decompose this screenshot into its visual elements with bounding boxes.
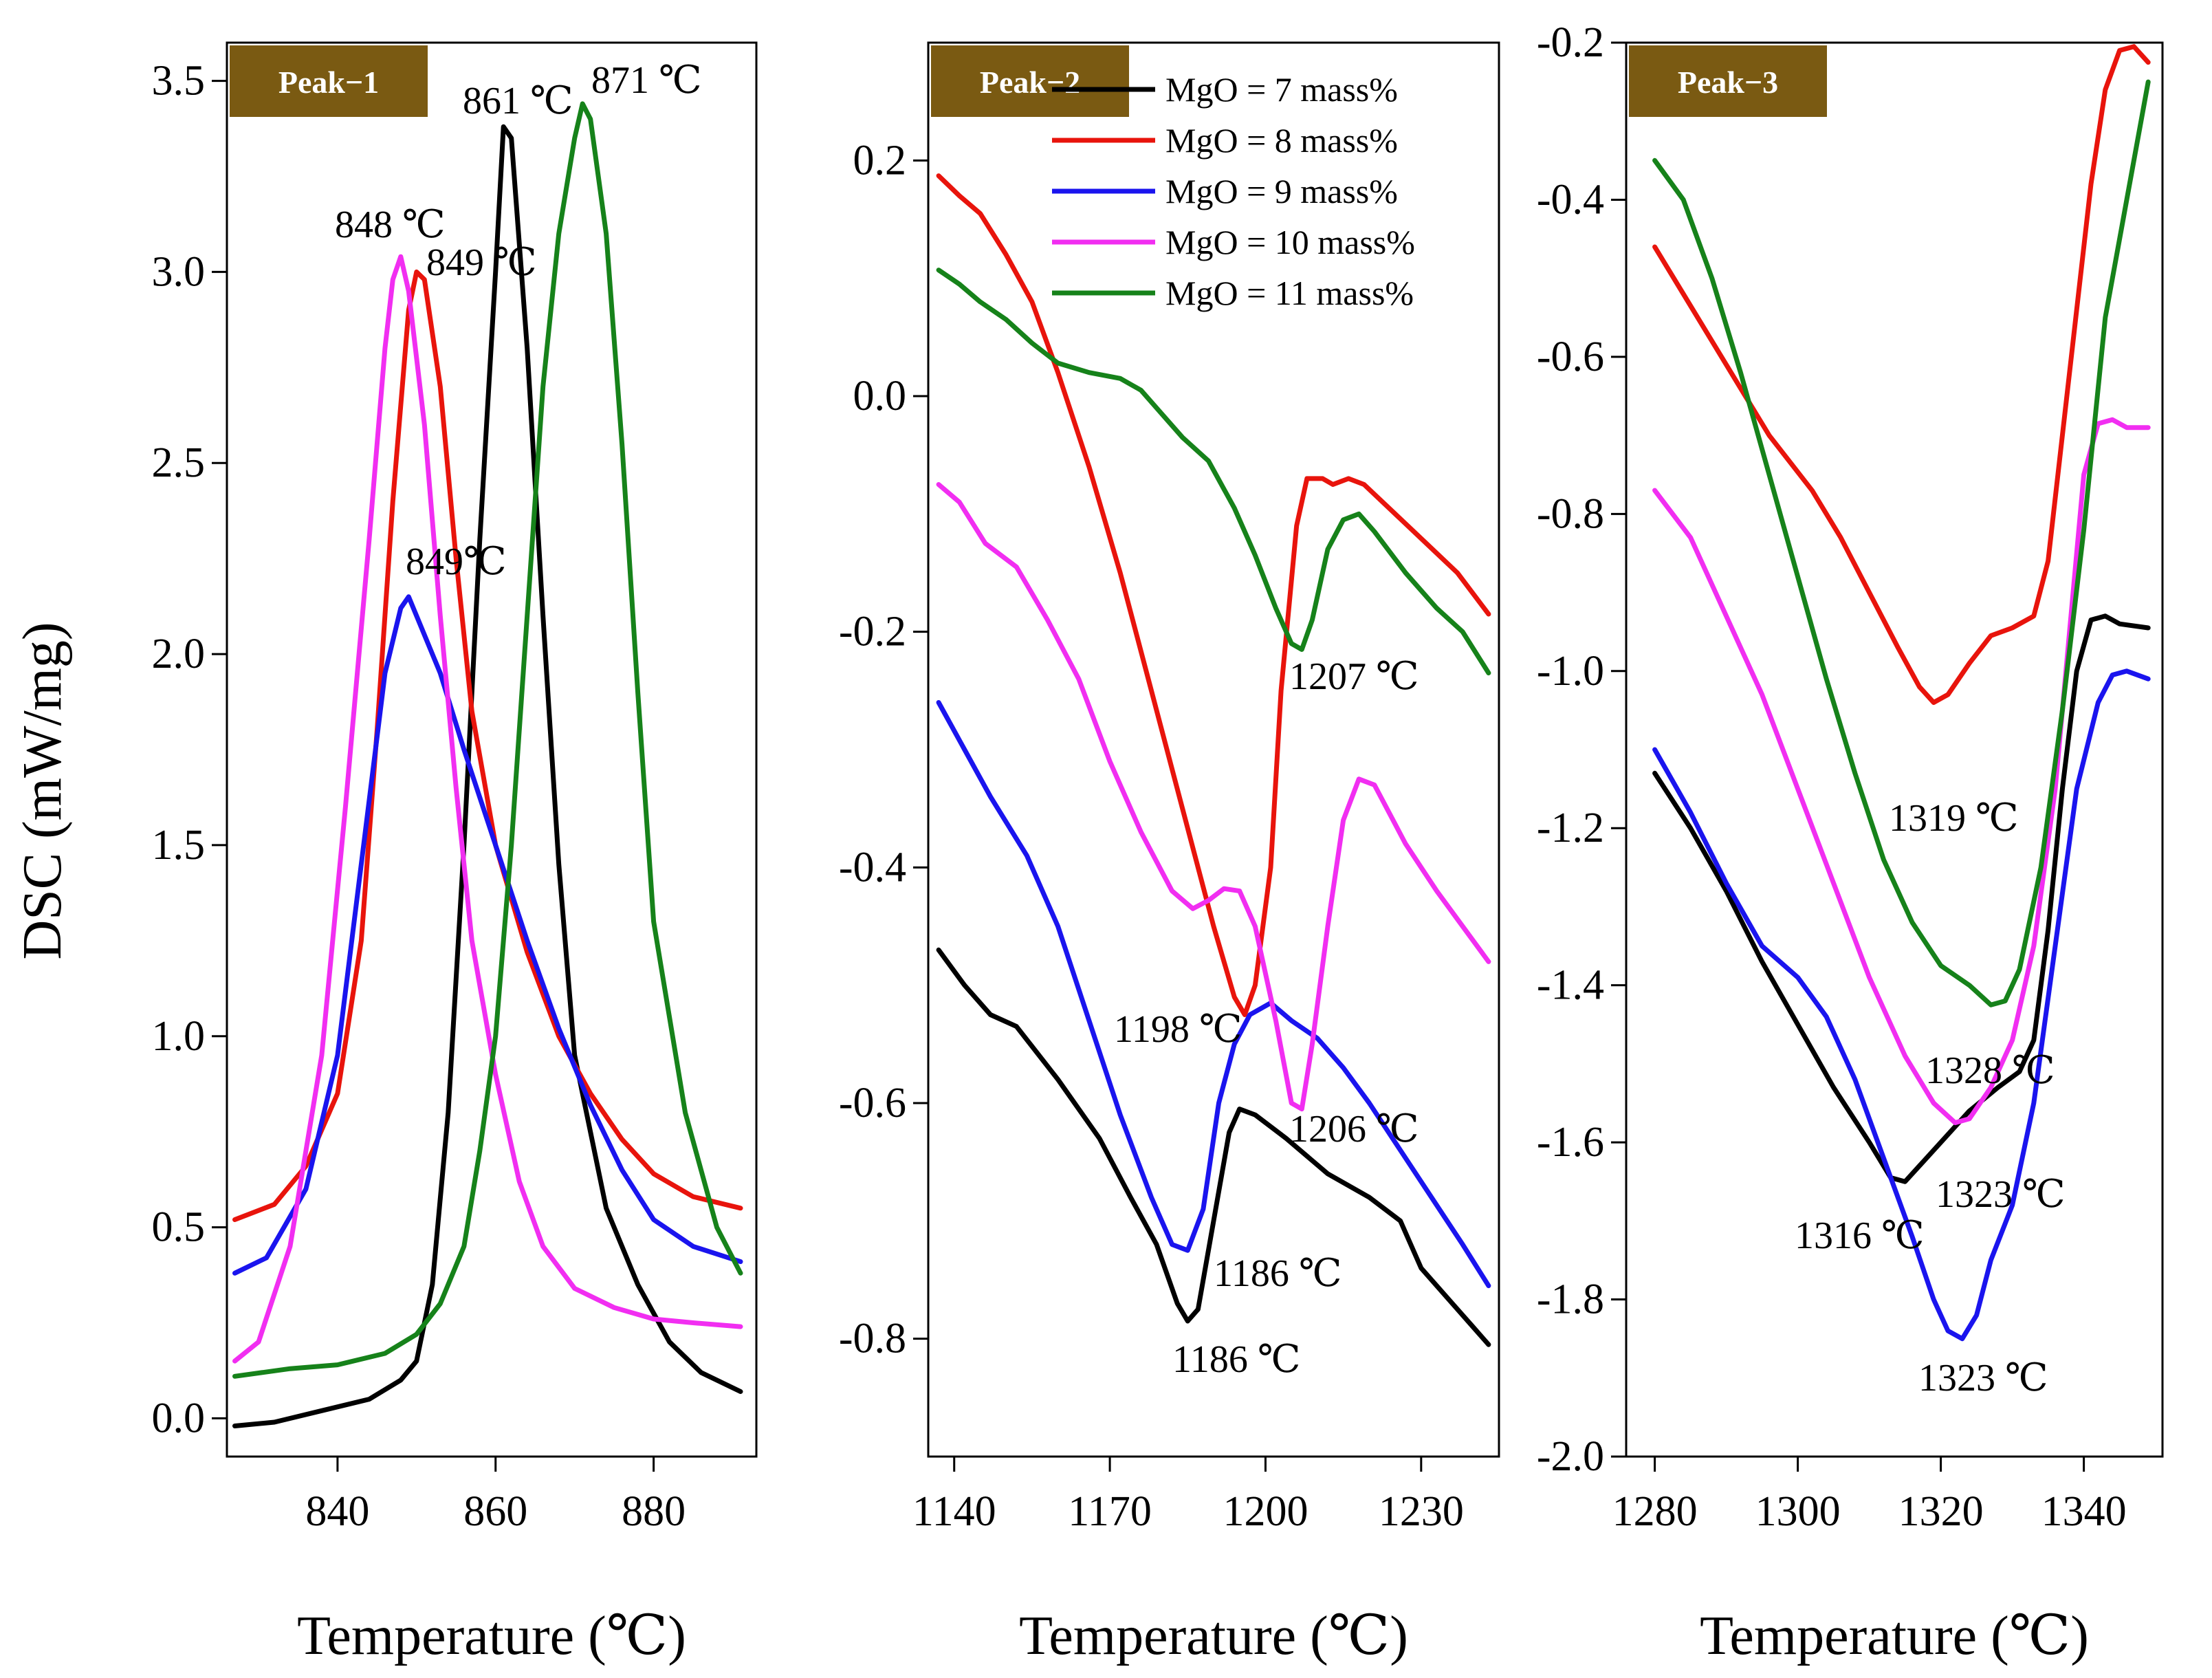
y-tick-label: 0.5 (152, 1204, 206, 1251)
annotation-861: 861 ℃ (463, 80, 573, 122)
plot-frame (1625, 41, 2164, 1458)
x-tick-label: 860 (463, 1488, 527, 1535)
y-tick-label: 3.5 (152, 58, 206, 105)
y-tick-label: 0.2 (853, 137, 907, 184)
y-tick-label: -1.8 (1537, 1276, 1604, 1323)
series-line-8-mass (936, 173, 1491, 1017)
y-tick-label: -1.0 (1537, 648, 1604, 695)
peak-badge (931, 45, 1129, 117)
annotation-1207: 1207 ℃ (1289, 655, 1419, 698)
peak-badge (1629, 45, 1827, 117)
series-line-11-mass (936, 268, 1491, 676)
y-tick-label: -0.2 (1537, 19, 1604, 66)
series-line-11-mass (232, 101, 743, 1379)
x-tick-label: 1170 (1068, 1488, 1152, 1535)
annotation-1198: 1198 ℃ (1114, 1008, 1242, 1051)
annotation-1206: 1206 ℃ (1289, 1108, 1419, 1151)
y-tick-label: 2.5 (152, 439, 206, 486)
annotation-1316: 1316 ℃ (1795, 1214, 1925, 1257)
series-line-7-mass (1652, 613, 2151, 1184)
y-tick-label: -0.4 (839, 844, 906, 891)
annotation-1323-blue: 1323 ℃ (1918, 1357, 2048, 1399)
y-tick-label: -0.8 (1537, 490, 1604, 537)
legend: MgO = 7 mass% MgO = 8 mass% MgO = 9 mass% M… (1052, 70, 1415, 312)
y-tick-label: 0.0 (152, 1395, 206, 1441)
x-tick-label: 1340 (2041, 1488, 2127, 1535)
annotation-1186-black: 1186 ℃ (1172, 1338, 1301, 1381)
y-tick-label: -0.2 (839, 609, 906, 655)
series-line-10-mass (936, 482, 1491, 1112)
series-group (232, 101, 743, 1428)
y-tick-label: -1.6 (1537, 1119, 1604, 1166)
series-line-9-mass (232, 594, 743, 1276)
axis-ticks: 1280 1300 1320 1340 -2.0 -1.8 -1.6 -1.4 -1.2 -1.0… (1537, 19, 2127, 1535)
x-tick-label: 1200 (1223, 1488, 1308, 1535)
series-group (936, 173, 1491, 1347)
axis-ticks: 840 860 880 0.0 0.5 1.0 1.5 2.0 2.5 3.0 3.5 (152, 58, 686, 1535)
y-tick-label: -1.4 (1537, 962, 1604, 1009)
series-line-7-mass (936, 947, 1491, 1347)
series-line-8-mass (232, 269, 743, 1222)
y-tick-label: 1.0 (152, 1013, 206, 1060)
series-line-10-mass (1652, 417, 2151, 1126)
y-tick-label: 0.0 (853, 373, 907, 420)
y-tick-label: -0.6 (839, 1080, 906, 1126)
x-tick-label: 1320 (1898, 1488, 1984, 1535)
series-line-9-mass (1652, 668, 2151, 1342)
legend-label: MgO = 10 mass% (1165, 223, 1415, 261)
badge: Peak−2 (931, 45, 1129, 117)
panel-peak-3: 1280 1300 1320 1340 -2.0 -1.8 -1.6 -1.4 -1.2 -1.0… (1537, 19, 2164, 1666)
badge: Peak−3 (1629, 45, 1827, 117)
y-tick-label: -1.2 (1537, 805, 1604, 851)
plot-frame (226, 41, 758, 1458)
x-tick-label: 1300 (1755, 1488, 1841, 1535)
panel-peak-2: 1140 1170 1200 1230 -0.8 -0.6 -0.4 -0.2 0.0 0.2 P… (839, 41, 1500, 1666)
axis-ticks: 1140 1170 1200 1230 -0.8 -0.6 -0.4 -0.2 0.0 0.2 (839, 137, 1464, 1535)
annotation-1319: 1319 ℃ (1889, 797, 2019, 840)
x-tick-label: 880 (622, 1488, 686, 1535)
series-line-7-mass (232, 124, 743, 1428)
x-axis-title-1: Temperature (℃) (297, 1606, 686, 1666)
plot-frame (927, 41, 1500, 1458)
annotation-1186-blue: 1186 ℃ (1214, 1252, 1342, 1295)
series-line-9-mass (936, 700, 1491, 1289)
peak-badge (230, 45, 428, 117)
annotation-848: 848 ℃ (335, 204, 446, 246)
x-tick-label: 1140 (912, 1488, 996, 1535)
x-axis-title-3: Temperature (℃) (1700, 1606, 2089, 1666)
annotation-1323-pink: 1323 ℃ (1936, 1173, 2066, 1216)
y-tick-label: 2.0 (152, 631, 206, 677)
x-tick-label: 1230 (1379, 1488, 1464, 1535)
legend-label: MgO = 7 mass% (1165, 70, 1398, 109)
annotation-1328: 1328 ℃ (1925, 1049, 2055, 1092)
y-tick-label: 3.0 (152, 248, 206, 295)
annotation-871: 871 ℃ (591, 59, 702, 102)
y-tick-label: 1.5 (152, 822, 206, 869)
series-line-10-mass (232, 254, 743, 1364)
x-tick-label: 1280 (1612, 1488, 1698, 1535)
y-tick-label: -0.4 (1537, 176, 1604, 223)
badge: Peak−1 (230, 45, 428, 117)
annotation-849-blue: 849℃ (406, 541, 507, 583)
y-tick-label: -2.0 (1537, 1433, 1604, 1480)
peak-badge-label: Peak−1 (278, 65, 379, 100)
series-line-11-mass (1652, 79, 2151, 1007)
y-tick-label: -0.8 (839, 1316, 906, 1362)
legend-label: MgO = 11 mass% (1165, 274, 1414, 312)
peak-badge-label: Peak−3 (1678, 65, 1778, 100)
legend-label: MgO = 8 mass% (1165, 121, 1398, 160)
series-line-8-mass (1652, 44, 2151, 705)
x-tick-label: 840 (305, 1488, 369, 1535)
x-axis-title-2: Temperature (℃) (1019, 1606, 1408, 1666)
series-group (1652, 44, 2151, 1342)
y-axis-title: DSC (mW/mg) (12, 622, 73, 959)
y-tick-label: -0.6 (1537, 334, 1604, 380)
annotation-849-red: 849 ℃ (426, 241, 537, 284)
panel-peak-1: 840 860 880 0.0 0.5 1.0 1.5 2.0 2.5 3.0 3.5 Peak−1… (152, 41, 758, 1666)
legend-label: MgO = 9 mass% (1165, 172, 1398, 210)
peak-badge-label: Peak−2 (980, 65, 1080, 100)
